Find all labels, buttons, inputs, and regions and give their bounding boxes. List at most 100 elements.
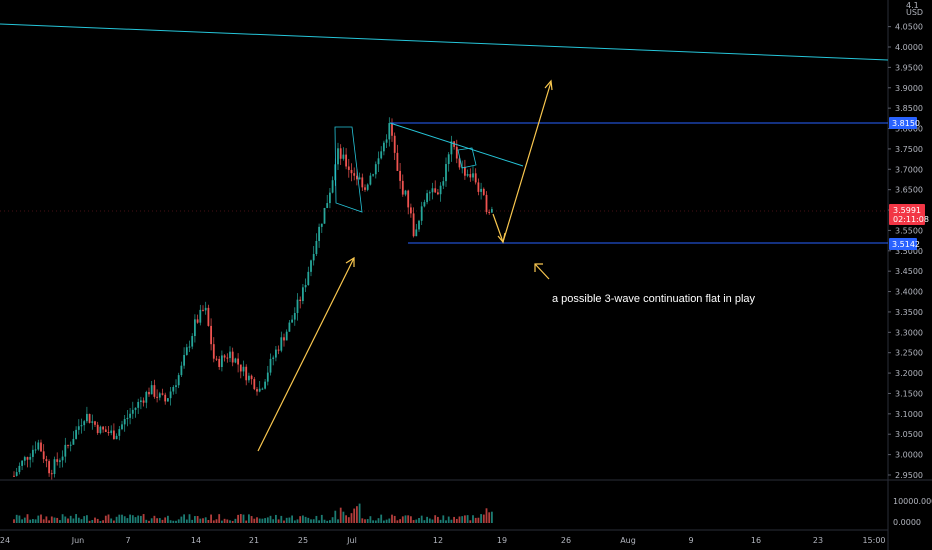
volume-bar — [258, 518, 261, 523]
candle-body — [337, 148, 339, 165]
volume-bar — [26, 514, 29, 523]
volume-bar — [169, 520, 172, 523]
volume-bar — [129, 514, 131, 523]
candle-body — [64, 444, 67, 457]
candle-body — [310, 260, 312, 272]
annotation-text[interactable]: a possible 3-wave continuation flat in p… — [552, 293, 756, 305]
candle-body — [482, 188, 485, 195]
volume-bar — [491, 511, 493, 523]
volume-bar — [320, 514, 323, 523]
candle-body — [491, 209, 493, 213]
volume-tick-10000: 10000.0000 — [893, 497, 932, 506]
candle-body — [42, 451, 45, 460]
volume-series — [13, 503, 493, 523]
candle-body — [142, 400, 145, 403]
volume-bar — [329, 520, 331, 523]
candle-body — [364, 187, 366, 190]
volume-bar — [369, 516, 372, 523]
candle-body — [366, 184, 369, 190]
candle-body — [326, 203, 329, 208]
volume-bar — [356, 506, 358, 523]
candle-body — [134, 407, 137, 410]
wave-box-1[interactable] — [334, 126, 363, 213]
candle-body — [21, 460, 23, 466]
volume-bar — [477, 517, 480, 523]
candle-body — [288, 322, 291, 332]
volume-bar — [126, 518, 129, 523]
candle-body — [237, 358, 239, 365]
long-trendline[interactable] — [0, 23, 889, 61]
impulse-arrow[interactable] — [257, 256, 355, 452]
price-tick-label: 3.0500 — [895, 430, 923, 439]
candle-body — [426, 193, 428, 203]
volume-bar — [339, 507, 342, 523]
candle-body — [385, 139, 388, 143]
volume-bar — [226, 519, 229, 523]
candle-body — [221, 355, 223, 367]
candle-body — [167, 398, 169, 402]
candle-body — [223, 355, 226, 358]
candle-body — [53, 459, 56, 474]
volume-bar — [288, 517, 291, 523]
price-axis[interactable]: 4.0500 4.0000 3.9500 3.9000 3.8500 3.8000 3.75… — [888, 23, 923, 480]
volume-bar — [285, 517, 288, 523]
candle-body — [188, 346, 191, 348]
volume-bar — [59, 520, 61, 523]
price-tick-label: 4.0500 — [895, 23, 923, 32]
volume-bar — [107, 514, 110, 523]
candle-body — [126, 417, 129, 420]
candle-body — [372, 174, 374, 176]
candle-body — [207, 307, 210, 326]
candle-body — [488, 212, 491, 214]
candle-body — [88, 413, 91, 423]
time-tick-label: Aug — [620, 536, 636, 545]
volume-bar — [364, 519, 366, 523]
volume-bar — [347, 517, 350, 523]
triangle-upper-line[interactable] — [389, 122, 524, 167]
time-axis[interactable]: 24 Jun 7 14 21 25 Jul 12 19 26 Aug 9 16 23 15:00 — [0, 536, 886, 545]
volume-bar — [455, 518, 458, 523]
volume-bar — [45, 516, 48, 523]
candle-body — [158, 393, 161, 398]
volume-bar — [326, 520, 329, 523]
volume-bar — [102, 520, 104, 523]
volume-bar — [488, 512, 491, 523]
volume-bar — [385, 519, 388, 523]
volume-bar — [18, 515, 21, 523]
candle-body — [153, 385, 156, 397]
price-tick-label: 3.2500 — [895, 349, 923, 358]
volume-bar — [399, 519, 401, 523]
candle-body — [45, 459, 48, 462]
wave-box-2[interactable] — [457, 147, 477, 169]
volume-bar — [75, 514, 77, 523]
volume-bar — [67, 518, 69, 523]
volume-bar — [296, 519, 299, 523]
volume-bar — [40, 514, 42, 523]
volume-bar — [183, 514, 185, 523]
candle-body — [291, 319, 293, 323]
volume-bar — [142, 514, 145, 523]
price-tick-label: 3.3500 — [895, 308, 923, 317]
volume-bar — [410, 516, 412, 523]
candle-body — [302, 287, 304, 302]
volume-bar — [248, 514, 250, 523]
volume-bar — [266, 517, 269, 523]
volume-bar — [391, 514, 393, 523]
time-tick-label: 25 — [298, 536, 308, 545]
volume-bar — [153, 515, 156, 523]
candle-body — [175, 385, 177, 387]
volume-bar — [64, 516, 67, 523]
candle-body — [77, 426, 80, 430]
price-tick-label: 3.2000 — [895, 369, 923, 378]
candle-body — [239, 364, 242, 372]
candle-body — [256, 389, 258, 392]
candle-body — [156, 396, 158, 398]
candle-body — [380, 151, 383, 159]
volume-bar — [253, 518, 256, 523]
pointer-arrow[interactable] — [534, 263, 550, 280]
candle-body — [104, 429, 107, 432]
volume-bar — [234, 518, 237, 523]
projected-wave-arrows[interactable] — [492, 79, 553, 244]
candle-body — [307, 271, 310, 285]
